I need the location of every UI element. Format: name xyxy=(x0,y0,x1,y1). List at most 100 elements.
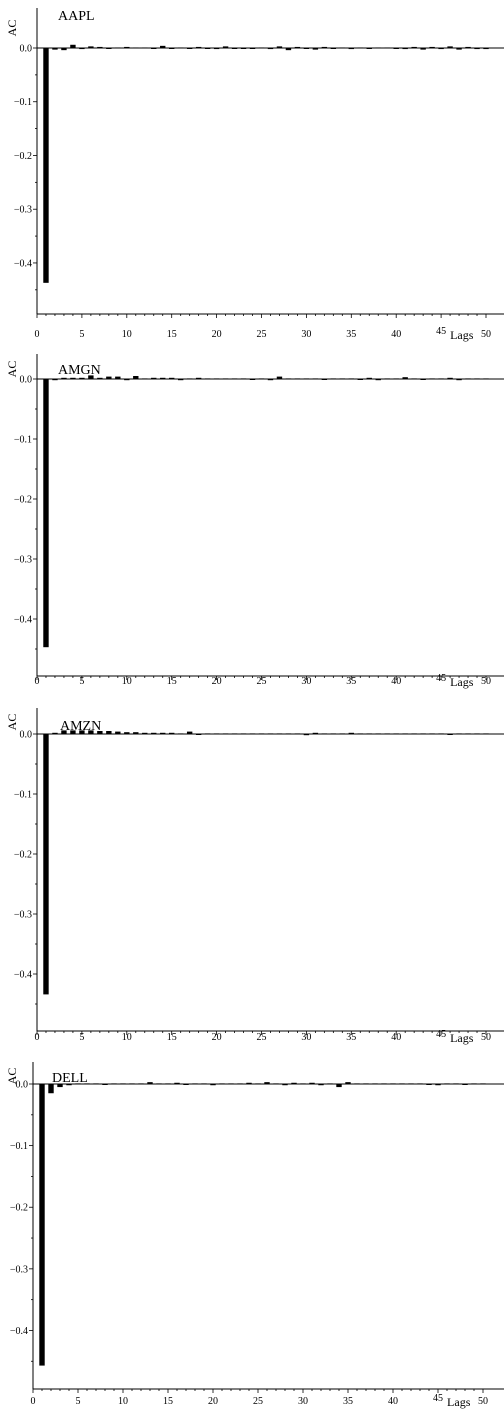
acf-bar xyxy=(97,377,103,379)
acf-bar xyxy=(366,733,372,735)
acf-bar xyxy=(357,47,363,49)
acf-bar xyxy=(321,733,328,735)
acf-bar xyxy=(231,48,238,49)
acf-bar xyxy=(348,732,354,734)
acf-bar xyxy=(228,1083,234,1085)
acf-bar xyxy=(52,732,58,734)
y-tick-label: −0.4 xyxy=(14,970,32,981)
acf-bar xyxy=(120,1083,126,1085)
acf-bar xyxy=(222,733,229,735)
acf-bar xyxy=(285,733,292,735)
acf-bar xyxy=(267,733,274,735)
acf-bar xyxy=(106,48,112,49)
acf-bar xyxy=(291,1082,297,1084)
acf-bar xyxy=(213,48,220,50)
acf-bar xyxy=(393,733,399,735)
acf-bar xyxy=(204,48,211,49)
acf-bar xyxy=(411,733,417,735)
x-tick-label: 20 xyxy=(212,676,222,687)
acf-bar xyxy=(357,379,363,380)
acf-bar xyxy=(384,733,390,735)
acf-bar xyxy=(294,733,301,735)
x-tick-label: 5 xyxy=(76,1396,81,1407)
acf-bar xyxy=(348,48,354,50)
acf-bar xyxy=(183,1084,189,1085)
acf-bar xyxy=(471,1083,477,1085)
acf-bar xyxy=(420,733,426,735)
x-tick-label: 45 xyxy=(433,1393,443,1404)
chart-title: AMZN xyxy=(60,719,101,734)
y-tick-label: −0.4 xyxy=(14,258,32,269)
acf-bar xyxy=(138,1083,144,1085)
acf-bar xyxy=(142,47,148,49)
acf-bar xyxy=(151,377,157,379)
acf-bar xyxy=(186,48,193,49)
y-tick-label: 0.0 xyxy=(20,730,33,741)
acf-bar xyxy=(411,46,417,48)
acf-bar xyxy=(249,379,256,380)
acf-bar xyxy=(402,48,408,50)
y-tick-label: −0.1 xyxy=(14,435,32,446)
x-tick-label: 50 xyxy=(478,1396,488,1407)
acf-bar xyxy=(345,1082,351,1084)
acf-bar xyxy=(354,1083,360,1085)
x-tick-label: 15 xyxy=(167,1032,177,1043)
acf-bar xyxy=(357,733,363,735)
y-tick-label: −0.2 xyxy=(10,1203,28,1214)
acf-bar xyxy=(201,1083,207,1085)
acf-bar xyxy=(195,46,202,48)
x-tick-label: 35 xyxy=(346,676,356,687)
acf-bar xyxy=(282,1084,288,1086)
acf-bar xyxy=(97,46,103,48)
x-tick-label: 0 xyxy=(35,1032,40,1043)
x-tick-label: 0 xyxy=(35,329,40,340)
acf-bar xyxy=(222,378,229,380)
acf-bar xyxy=(258,378,265,380)
acf-bar xyxy=(399,1083,405,1085)
acf-bar xyxy=(285,48,292,51)
y-tick-label: 0.0 xyxy=(16,1080,29,1091)
acf-bar xyxy=(61,730,67,734)
acf-bar xyxy=(249,733,256,735)
x-tick-label: 5 xyxy=(79,676,84,687)
acf-bar xyxy=(219,1083,225,1085)
acf-bar xyxy=(273,1083,279,1085)
chart-title: AMGN xyxy=(58,363,101,378)
x-tick-label: 35 xyxy=(343,1396,353,1407)
acf-bar xyxy=(393,48,399,49)
acf-chart-amzn: 0.0 −0.1 −0.2 −0.3 −0.4 0 5 10 15 20 25 30 35 40 45 50 A… xyxy=(5,708,504,1045)
acf-bar xyxy=(483,733,489,735)
acf-bar xyxy=(456,733,462,735)
y-tick-label: −0.1 xyxy=(14,97,32,108)
acf-bar xyxy=(456,48,462,50)
x-tick-label: 30 xyxy=(301,676,311,687)
acf-bar xyxy=(84,1083,90,1085)
acf-bar xyxy=(70,377,76,379)
y-axis-label: AC xyxy=(5,361,19,378)
acf-bar xyxy=(330,733,337,735)
acf-bar xyxy=(186,378,193,380)
acf-bar xyxy=(465,46,471,48)
acf-bar xyxy=(483,48,489,50)
x-tick-label: 25 xyxy=(257,676,267,687)
y-tick-label: −0.3 xyxy=(10,1264,28,1275)
x-tick-label: 40 xyxy=(388,1396,398,1407)
x-tick-label: 50 xyxy=(481,676,491,687)
x-tick-label: 5 xyxy=(79,329,84,340)
acf-bar xyxy=(438,48,444,50)
x-tick-label: 40 xyxy=(391,1032,401,1043)
acf-bar xyxy=(438,378,444,380)
y-tick-label: −0.3 xyxy=(14,555,32,566)
acf-bar xyxy=(231,733,238,735)
acf-bar xyxy=(142,732,148,734)
acf-bar xyxy=(363,1083,369,1085)
y-tick-label: 0.0 xyxy=(20,375,33,386)
acf-bar xyxy=(417,1083,423,1085)
y-axis-label: AC xyxy=(5,1068,19,1085)
acf-bar xyxy=(240,733,247,735)
x-axis-label: Lags xyxy=(450,1031,474,1045)
acf-bar xyxy=(79,730,85,734)
acf-bar xyxy=(61,377,67,379)
x-tick-label: 10 xyxy=(122,329,132,340)
acf-bar xyxy=(474,48,480,50)
